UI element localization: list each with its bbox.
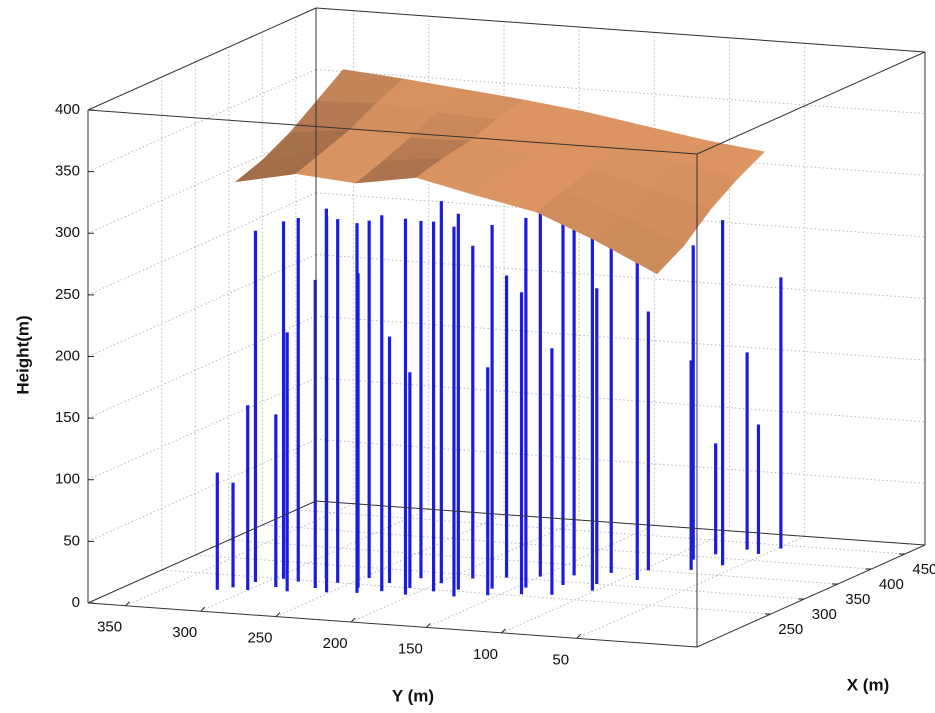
- z-axis-title: Height(m): [13, 315, 32, 394]
- z-tick-label: 50: [63, 532, 80, 549]
- box-edge: [315, 500, 926, 546]
- y-tick-label: 50: [552, 651, 569, 668]
- y-tick-label: 150: [398, 640, 423, 657]
- z-tick-label: 400: [55, 101, 80, 118]
- x-tick-label: 250: [778, 621, 803, 638]
- grid-line: [87, 192, 317, 296]
- surface-layer: [234, 69, 765, 275]
- grid-line: [87, 377, 317, 481]
- z-tick-label: 350: [55, 163, 80, 180]
- tick-mark: [275, 612, 281, 617]
- grid-line: [576, 535, 805, 639]
- grid-line: [315, 377, 926, 423]
- grid-line: [87, 69, 317, 173]
- y-axis-title: Y (m): [392, 686, 434, 705]
- tick-mark: [125, 601, 130, 607]
- box-edge: [315, 7, 926, 53]
- y-tick-label: 200: [323, 635, 348, 652]
- x-tick-label: 400: [879, 576, 904, 593]
- grid-line: [350, 519, 580, 623]
- box-edge: [87, 109, 698, 155]
- grid-line: [161, 569, 771, 615]
- grid-line: [87, 254, 317, 357]
- y-tick-label: 350: [97, 619, 122, 636]
- z-tick-label: 250: [55, 286, 80, 303]
- z-tick-label: 200: [55, 347, 80, 364]
- grid-line: [228, 539, 838, 585]
- z-tick-label: 0: [72, 594, 80, 611]
- grid-line: [262, 524, 872, 570]
- x-axis-title: X (m): [847, 675, 890, 694]
- x-tick-label: 350: [845, 591, 870, 608]
- y-tick-label: 100: [473, 646, 498, 663]
- surface-patch: [596, 216, 685, 275]
- box-edge: [87, 500, 317, 604]
- z-tick-label: 100: [55, 471, 80, 488]
- x-tick-label: 450: [912, 561, 935, 578]
- grid-line: [125, 503, 354, 607]
- z-tick-label: 150: [55, 409, 80, 426]
- y-tick-label: 300: [172, 624, 197, 641]
- grid-line: [315, 315, 926, 361]
- tick-mark: [425, 623, 431, 628]
- borehole-layer: [215, 199, 783, 597]
- box-edge: [87, 7, 317, 111]
- grid-line: [315, 254, 926, 299]
- tick-mark: [576, 633, 582, 639]
- grid-line: [501, 530, 730, 634]
- grid-line: [87, 438, 317, 542]
- x-tick-label: 300: [812, 606, 837, 623]
- z-tick-label: 300: [55, 224, 80, 241]
- box-edge: [696, 544, 926, 648]
- grid-line: [295, 509, 905, 555]
- tick-mark: [501, 628, 506, 634]
- y-tick-label: 250: [247, 630, 272, 647]
- box-layer: [87, 7, 926, 648]
- box-edge: [87, 602, 698, 648]
- grid-line: [315, 69, 926, 115]
- box-edge: [696, 51, 926, 155]
- grid-line: [87, 315, 317, 419]
- tick-mark: [200, 606, 206, 612]
- tick-mark: [350, 617, 356, 623]
- label-layer: 0 50 100 150 200 250 300 350 400 50 100 150 200 250 30…: [55, 101, 935, 668]
- grid-line: [315, 438, 926, 484]
